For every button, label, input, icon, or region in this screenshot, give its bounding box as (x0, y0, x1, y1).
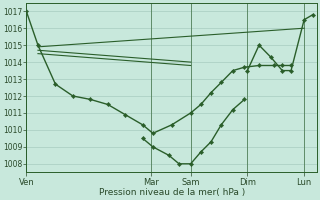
X-axis label: Pression niveau de la mer( hPa ): Pression niveau de la mer( hPa ) (99, 188, 245, 197)
